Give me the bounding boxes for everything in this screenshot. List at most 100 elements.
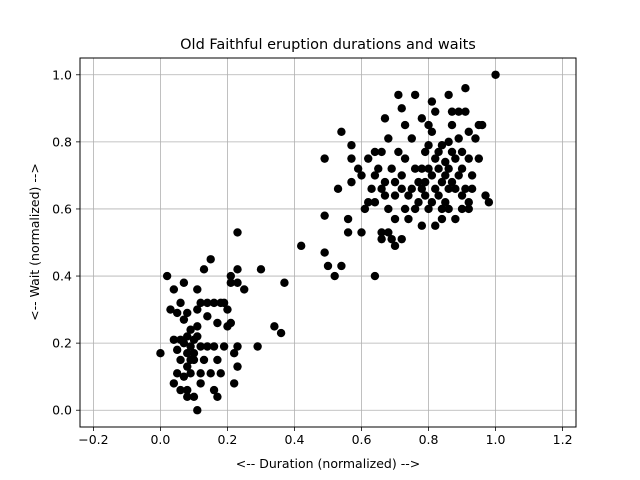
scatter-point xyxy=(410,164,420,173)
x-tick-label: 0.0 xyxy=(150,432,170,447)
scatter-point xyxy=(427,127,437,136)
scatter-point xyxy=(441,198,450,207)
scatter-point xyxy=(169,335,179,344)
scatter-point xyxy=(444,164,453,173)
scatter-point xyxy=(457,147,467,157)
scatter-point xyxy=(196,379,205,388)
scatter-point xyxy=(377,147,386,157)
scatter-point xyxy=(320,211,329,220)
scatter-point xyxy=(374,164,383,173)
scatter-point xyxy=(394,147,403,157)
scatter-point xyxy=(410,90,420,100)
scatter-point xyxy=(420,177,430,187)
scatter-point xyxy=(189,349,199,358)
scatter-point xyxy=(434,147,443,157)
scatter-point xyxy=(397,234,406,244)
scatter-point xyxy=(404,191,413,200)
y-tick-label: 0.0 xyxy=(52,403,72,418)
scatter-point xyxy=(434,191,443,200)
scatter-point xyxy=(414,198,423,207)
scatter-point xyxy=(223,305,232,314)
scatter-point xyxy=(364,154,373,163)
scatter-point xyxy=(394,90,403,100)
y-axis-label: <-- Wait (normalized) --> xyxy=(27,163,42,321)
scatter-point xyxy=(209,385,219,395)
scatter-point xyxy=(417,164,427,173)
scatter-point xyxy=(203,298,212,308)
scatter-point xyxy=(176,298,185,308)
scatter-point xyxy=(320,154,329,163)
scatter-point xyxy=(370,271,380,281)
scatter-point xyxy=(253,342,262,351)
scatter-point xyxy=(343,214,353,224)
scatter-point xyxy=(390,177,400,187)
scatter-point xyxy=(410,204,420,214)
scatter-point xyxy=(229,349,239,358)
scatter-point xyxy=(424,204,433,214)
scatter-point xyxy=(380,191,390,200)
scatter-point xyxy=(454,171,463,180)
scatter-point xyxy=(397,171,406,180)
scatter-point xyxy=(219,298,229,308)
x-axis-ticks: −0.2 0.0 0.2 0.4 0.6 0.8 1.0 1.2 xyxy=(78,427,573,447)
scatter-point xyxy=(186,325,195,334)
x-tick-label: 0.4 xyxy=(285,432,305,447)
scatter-point xyxy=(186,369,195,378)
scatter-point xyxy=(441,157,450,167)
scatter-point xyxy=(447,107,457,116)
scatter-point xyxy=(390,191,400,200)
scatter-point xyxy=(166,305,175,314)
scatter-point xyxy=(431,221,440,230)
scatter-point xyxy=(193,305,202,314)
scatter-point xyxy=(330,271,339,281)
scatter-point xyxy=(357,171,366,180)
scatter-point xyxy=(437,214,447,224)
scatter-point xyxy=(229,379,239,388)
scatter-point xyxy=(276,328,286,338)
scatter-point xyxy=(347,177,356,187)
plot-frame xyxy=(79,57,577,428)
scatter-point xyxy=(196,342,205,351)
scatter-point xyxy=(481,191,490,200)
scatter-point xyxy=(183,385,192,395)
data-points xyxy=(156,70,500,415)
scatter-point xyxy=(414,177,423,187)
scatter-point xyxy=(270,322,279,331)
scatter-point xyxy=(172,345,182,355)
scatter-point xyxy=(451,184,460,194)
scatter-point xyxy=(437,177,447,187)
scatter-point xyxy=(380,114,390,123)
scatter-point xyxy=(183,308,192,318)
scatter-point xyxy=(193,332,202,341)
y-tick-label: 1.0 xyxy=(52,67,72,82)
scatter-point xyxy=(370,171,380,180)
scatter-point xyxy=(451,214,460,224)
chart-title: Old Faithful eruption durations and wait… xyxy=(180,37,476,53)
scatter-point xyxy=(226,271,236,281)
scatter-point xyxy=(343,228,353,237)
scatter-point xyxy=(233,265,242,274)
scatter-point xyxy=(457,164,467,173)
scatter-point xyxy=(156,349,165,358)
scatter-point xyxy=(377,234,386,244)
scatter-point xyxy=(176,385,185,395)
scatter-point xyxy=(296,241,306,251)
scatter-point xyxy=(444,90,453,100)
scatter-point xyxy=(179,315,189,324)
scatter-point xyxy=(240,285,249,294)
scatter-point xyxy=(437,141,447,150)
scatter-point xyxy=(431,107,440,116)
scatter-point xyxy=(233,342,242,351)
scatter-point xyxy=(454,134,463,143)
y-tick-label: 0.6 xyxy=(52,201,72,216)
scatter-point xyxy=(357,228,366,237)
x-axis-label: <-- Duration (normalized) --> xyxy=(236,456,420,471)
scatter-point xyxy=(400,204,410,214)
scatter-point xyxy=(256,265,266,274)
x-tick-label: 0.8 xyxy=(419,432,439,447)
scatter-point xyxy=(219,342,229,351)
scatter-point xyxy=(441,171,450,180)
scatter-point xyxy=(461,107,470,116)
x-tick-label: 1.0 xyxy=(486,432,506,447)
